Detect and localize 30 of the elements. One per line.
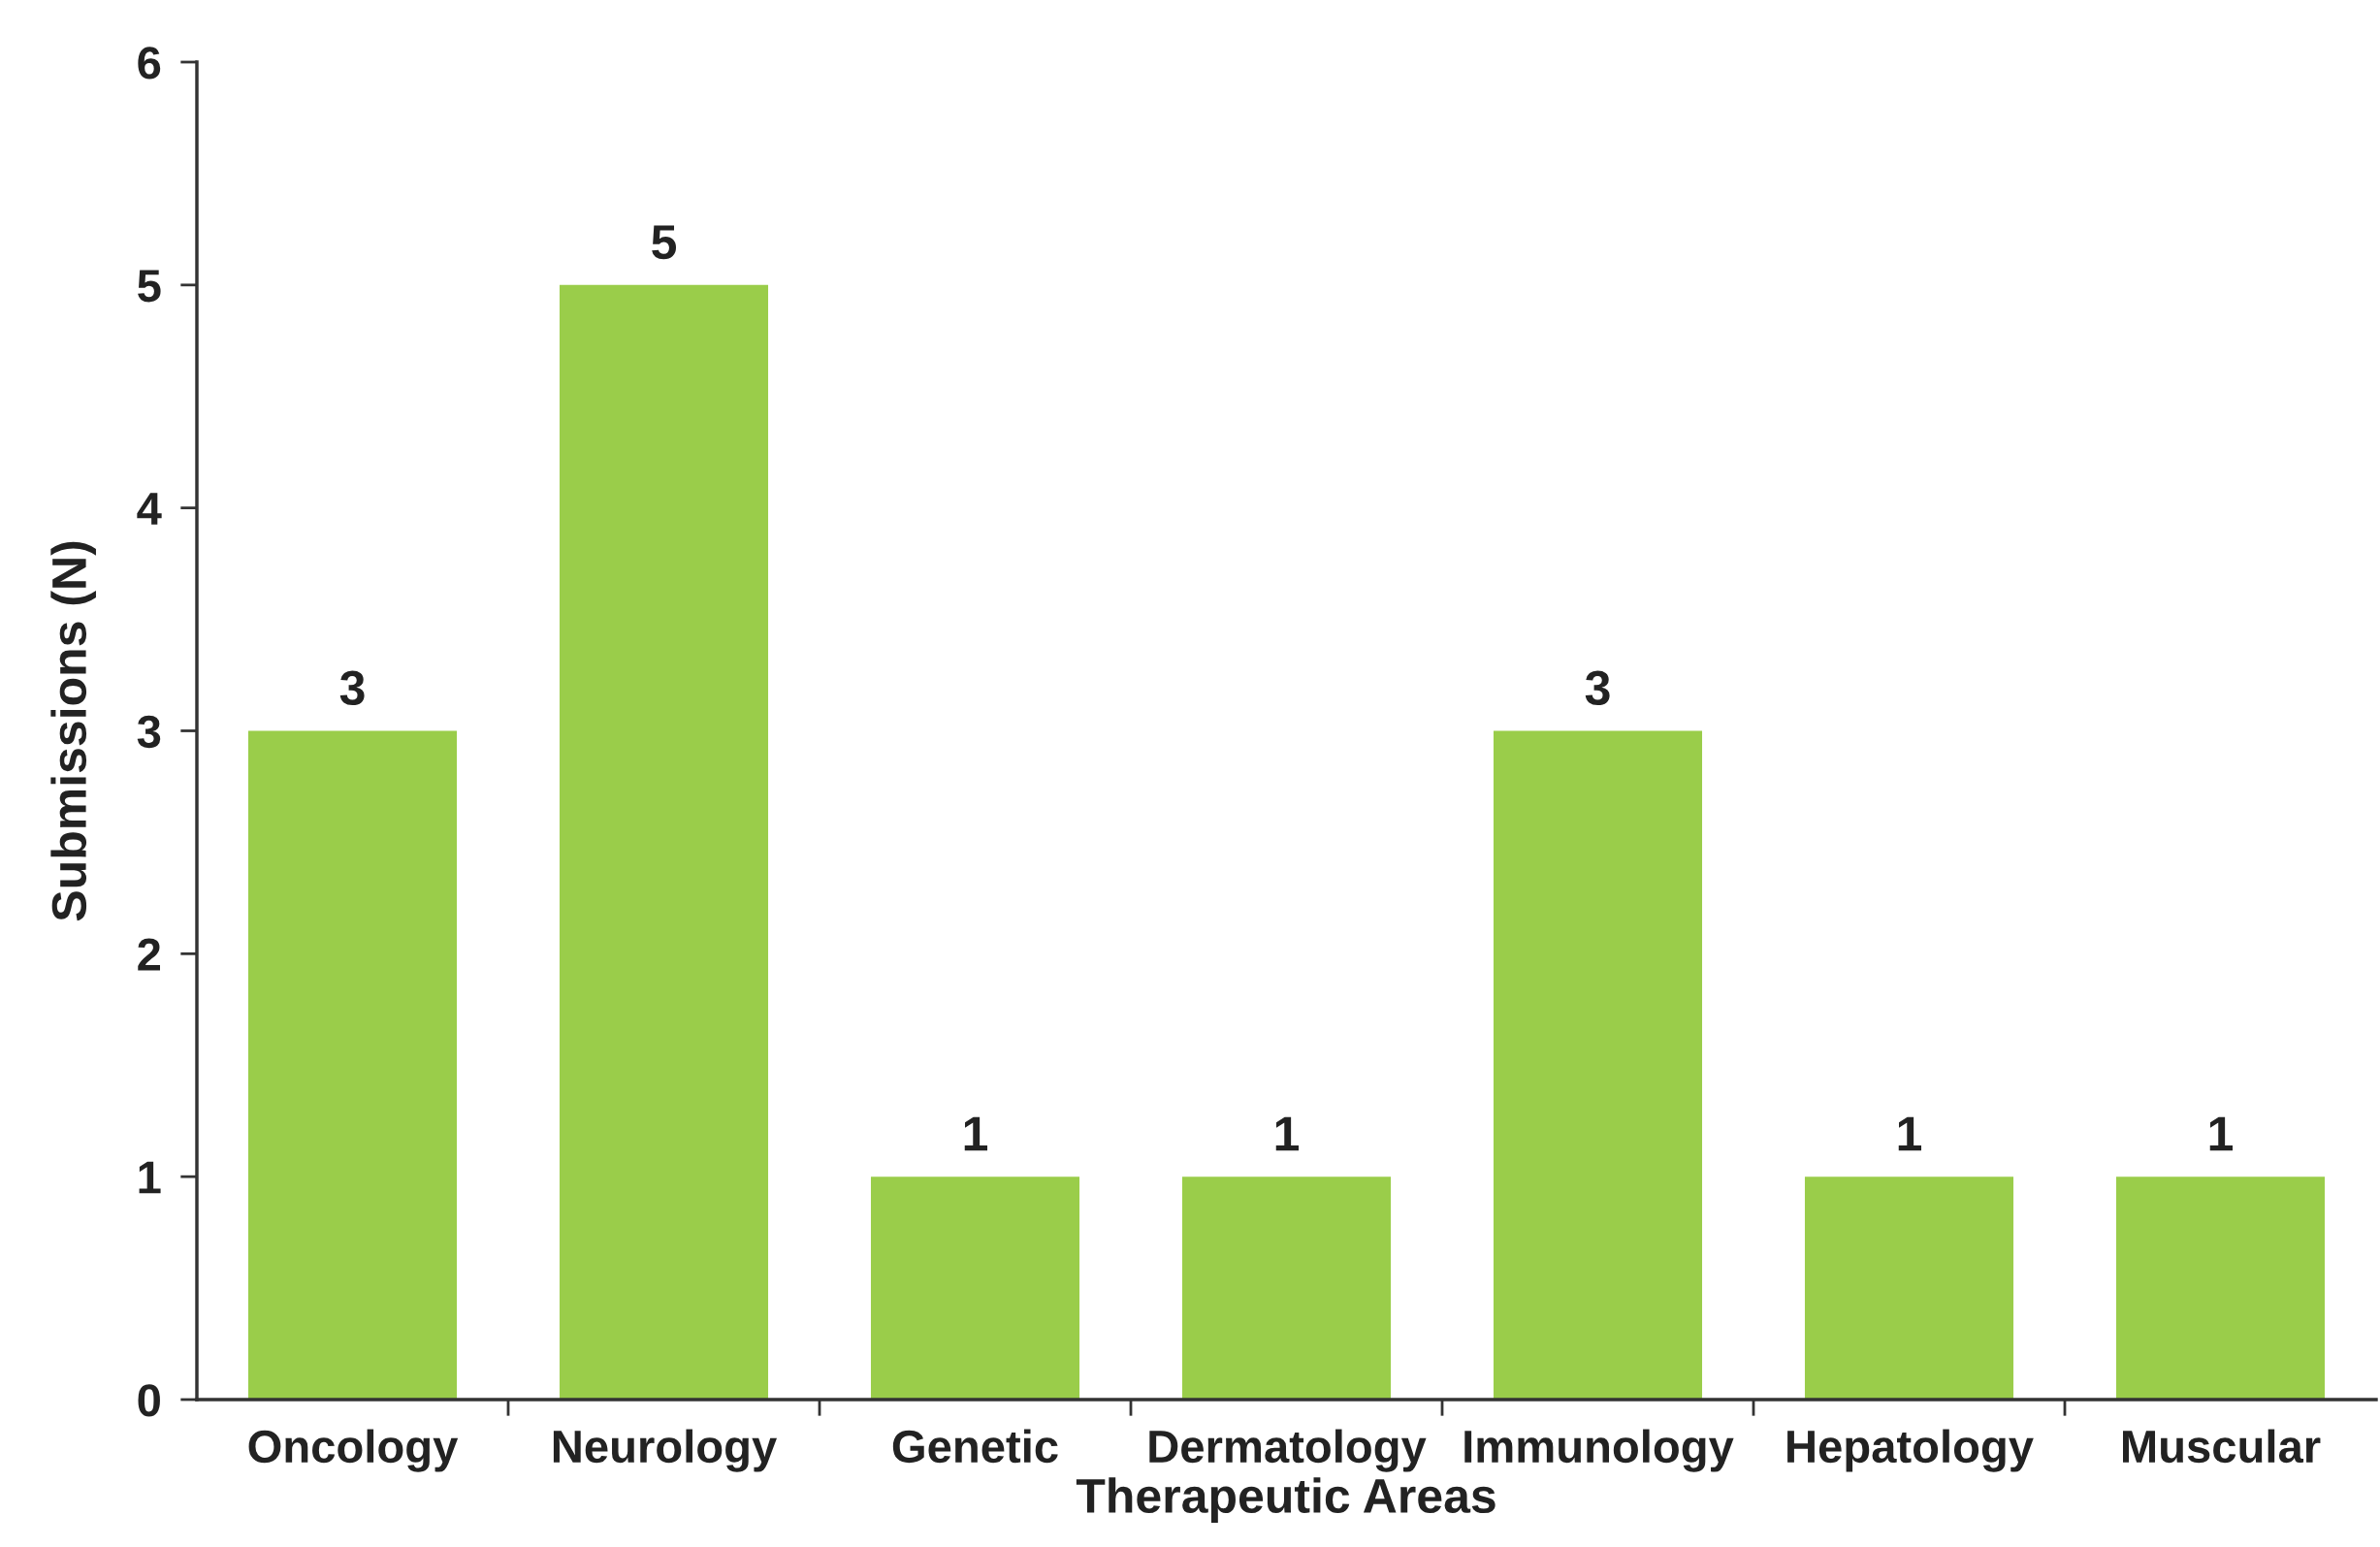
x-tick-label: Neurology <box>553 1429 778 1472</box>
data-label: 3 <box>1585 670 1610 706</box>
bar <box>870 1176 1080 1400</box>
x-tick-label: Hepatology <box>1787 1429 2034 1472</box>
bar <box>247 730 458 1400</box>
x-tick-label: Muscular <box>2123 1429 2321 1464</box>
y-tick-label: 1 <box>139 1161 161 1194</box>
bar <box>1493 730 1703 1400</box>
bar <box>2115 1176 2326 1400</box>
data-label: 3 <box>339 670 365 706</box>
y-tick-label: 3 <box>137 715 161 749</box>
data-label: 1 <box>2209 1116 2234 1151</box>
bar <box>1181 1176 1392 1400</box>
y-tick-label: 4 <box>137 493 162 525</box>
data-label: 1 <box>1898 1116 1922 1151</box>
data-label: 5 <box>652 225 677 260</box>
y-tick-label: 2 <box>138 938 160 971</box>
y-tick-label: 6 <box>138 47 161 80</box>
x-tick-label: Immunology <box>1464 1429 1734 1472</box>
x-tick-label: Dermatology <box>1149 1429 1427 1472</box>
y-axis-title: Submissions (N) <box>50 541 96 921</box>
x-axis-title: Therapeutic Areas <box>1076 1477 1496 1523</box>
y-tick-label: 0 <box>138 1384 160 1417</box>
y-tick-label: 5 <box>138 270 161 303</box>
x-tick-label: Genetic <box>892 1429 1058 1464</box>
data-label: 1 <box>964 1116 988 1151</box>
data-label: 1 <box>1275 1116 1300 1151</box>
bar <box>559 284 769 1400</box>
x-tick-label: Oncology <box>248 1429 459 1472</box>
bar <box>1804 1176 2014 1400</box>
